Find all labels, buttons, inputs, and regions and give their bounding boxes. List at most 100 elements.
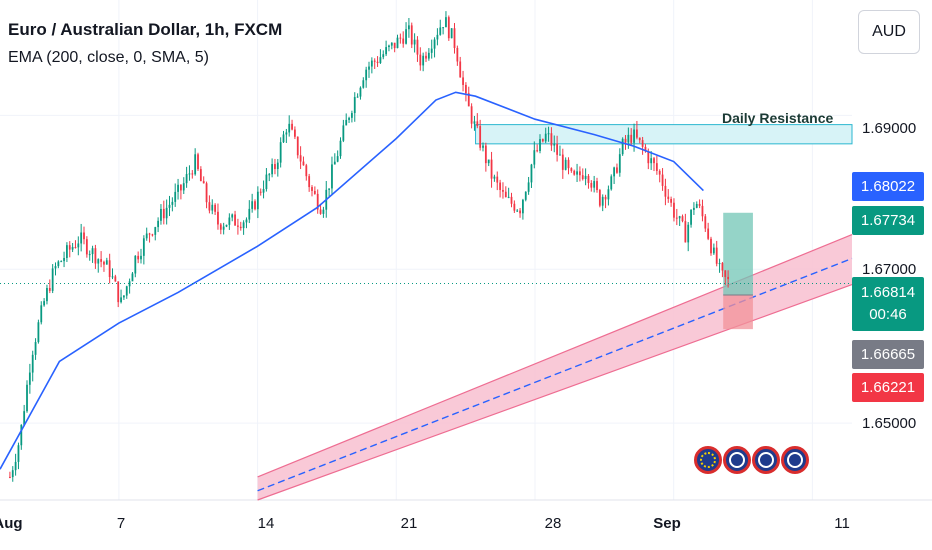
candle-body xyxy=(382,54,385,58)
candle-body xyxy=(57,261,60,267)
candle-body xyxy=(576,171,578,175)
candle-body xyxy=(225,224,228,227)
candle-body xyxy=(712,247,715,254)
candle-body xyxy=(513,203,516,211)
candle-body xyxy=(467,93,470,107)
candle-body xyxy=(345,119,348,126)
candle-body xyxy=(570,168,573,171)
candle-body xyxy=(618,154,621,173)
au-flag-icon[interactable] xyxy=(781,446,809,474)
candle-body xyxy=(114,276,117,282)
candle-body xyxy=(199,169,202,182)
candle-body xyxy=(80,232,83,244)
candle-body xyxy=(527,182,530,192)
candle-body xyxy=(590,182,593,188)
candle-body xyxy=(328,188,331,190)
candle-body xyxy=(217,211,219,225)
candle-body xyxy=(237,225,239,227)
candle-body xyxy=(567,159,570,169)
candle-body xyxy=(51,268,54,291)
candle-body xyxy=(71,247,74,250)
indicator-legend[interactable]: EMA (200, close, 0, SMA, 5) xyxy=(8,49,209,66)
candle-body xyxy=(533,150,536,165)
price-label-1.69000: 1.69000 xyxy=(862,120,917,137)
candle-body xyxy=(644,146,647,152)
candle-body xyxy=(510,196,513,204)
candle-body xyxy=(370,60,373,67)
candle-body xyxy=(456,47,459,62)
candle-body xyxy=(564,159,567,170)
candle-body xyxy=(97,259,100,264)
time-label-aug: Aug xyxy=(0,515,23,532)
candle-body xyxy=(450,28,453,39)
candle-body xyxy=(604,196,607,200)
candle-body xyxy=(413,39,416,45)
candle-body xyxy=(536,150,539,152)
candle-body xyxy=(34,342,37,355)
candle-body xyxy=(288,123,291,133)
candle-body xyxy=(439,27,442,35)
candle-body xyxy=(142,238,145,256)
candle-body xyxy=(174,191,177,202)
candle-body xyxy=(667,196,670,199)
candle-body xyxy=(274,164,276,169)
candle-body xyxy=(259,191,262,193)
candle-body xyxy=(46,288,48,302)
au-flag-icon[interactable] xyxy=(723,446,751,474)
candle-body xyxy=(77,243,80,248)
candle-body xyxy=(256,191,259,210)
candle-body xyxy=(180,184,182,191)
trend-channel-upper xyxy=(257,234,853,478)
candle-body xyxy=(120,297,122,303)
candle-body xyxy=(539,139,541,151)
candle-body xyxy=(430,48,433,53)
candle-body xyxy=(484,145,487,164)
candle-body xyxy=(462,77,464,85)
candle-body xyxy=(650,158,653,164)
candle-body xyxy=(561,154,564,170)
au-flag-icon[interactable] xyxy=(752,446,780,474)
candle-body xyxy=(675,217,678,219)
time-label-7: 7 xyxy=(116,515,126,532)
candle-body xyxy=(37,322,40,343)
candle-body xyxy=(610,176,613,190)
candle-body xyxy=(117,281,120,303)
candle-body xyxy=(658,170,661,175)
candle-body xyxy=(698,203,701,206)
candle-body xyxy=(313,190,316,194)
candle-body xyxy=(362,80,365,88)
candle-body xyxy=(465,84,467,94)
candle-body xyxy=(177,184,179,192)
candle-body xyxy=(581,175,584,180)
candle-body xyxy=(276,162,279,169)
candle-body xyxy=(436,34,439,40)
candle-body xyxy=(704,216,707,229)
candle-body xyxy=(20,424,23,446)
candle-body xyxy=(23,411,26,425)
candle-body xyxy=(279,142,282,163)
eu-flag-icon[interactable] xyxy=(694,446,722,474)
candle-body xyxy=(63,257,65,262)
candle-body xyxy=(9,476,11,478)
candle-body xyxy=(251,201,254,209)
candle-body xyxy=(319,209,322,214)
target-price-tag: 1.67734 xyxy=(852,206,924,235)
currency-button[interactable]: AUD xyxy=(858,10,920,54)
candle-body xyxy=(553,143,556,146)
daily-resistance-zone xyxy=(475,124,853,145)
candle-body xyxy=(399,37,402,39)
candle-body xyxy=(695,203,698,208)
candle-body xyxy=(28,372,31,385)
candle-body xyxy=(308,176,311,188)
candle-body xyxy=(48,288,51,291)
candle-body xyxy=(479,126,482,148)
candle-body xyxy=(701,205,704,217)
event-flags[interactable] xyxy=(694,446,809,474)
candle-body xyxy=(40,305,43,323)
candle-body xyxy=(416,39,419,55)
candle-body xyxy=(234,214,236,226)
candle-body xyxy=(445,17,447,28)
candle-body xyxy=(427,52,430,59)
candle-body xyxy=(442,27,445,29)
